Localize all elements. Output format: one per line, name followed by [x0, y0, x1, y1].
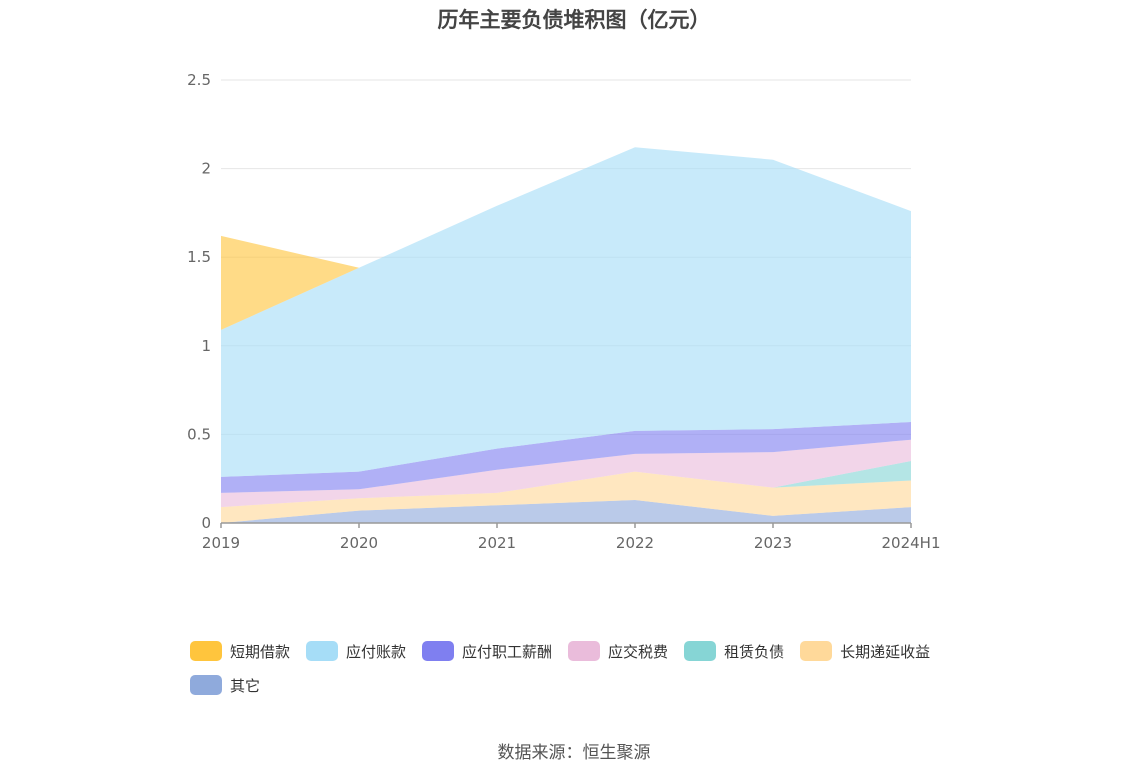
- legend: 短期借款 应付账款 应付职工薪酬 应交税费 租赁负债 长期递延收益其它: [190, 640, 980, 696]
- y-tick-label: 2.5: [187, 71, 211, 89]
- legend-item[interactable]: 短期借款: [190, 640, 290, 662]
- x-tick-label: 2023: [754, 534, 792, 552]
- series-area: [221, 147, 911, 477]
- legend-swatch: [190, 675, 222, 695]
- legend-item[interactable]: 租赁负债: [684, 640, 784, 662]
- legend-swatch: [568, 641, 601, 661]
- area-layer: [221, 147, 911, 523]
- legend-item[interactable]: 应付职工薪酬: [422, 640, 552, 662]
- series-area: [221, 422, 911, 493]
- series-area: [221, 439, 911, 508]
- legend-label: 其它: [230, 676, 261, 695]
- legend-label: 长期递延收益: [840, 642, 931, 661]
- legend-item[interactable]: 应付账款: [306, 640, 406, 662]
- legend-swatch: [306, 641, 339, 661]
- legend-swatch: [190, 641, 222, 661]
- y-tick-label: 0: [201, 514, 211, 532]
- legend-swatch: [800, 641, 833, 661]
- legend-label: 应付账款: [346, 642, 407, 661]
- y-tick-label: 1: [201, 337, 211, 355]
- y-tick-label: 0.5: [187, 425, 211, 443]
- legend-item[interactable]: 应交税费: [568, 640, 668, 662]
- x-tick-label: 2021: [478, 534, 516, 552]
- legend-swatch: [422, 641, 455, 661]
- x-tick-label: 2022: [616, 534, 654, 552]
- x-tick-label: 2019: [202, 534, 240, 552]
- x-tick-label: 2024H1: [882, 534, 941, 552]
- legend-label: 应交税费: [608, 642, 669, 661]
- axis-layer: 0 0.5 1 1.5 2 2.5 2019 2020 2021 2022 2023 2024H1: [187, 71, 940, 552]
- series-area: [221, 471, 911, 523]
- legend-label: 短期借款: [230, 642, 291, 661]
- y-tick-label: 2: [201, 160, 211, 178]
- series-area: [221, 500, 911, 523]
- chart-title: 历年主要负债堆积图（亿元）: [437, 8, 711, 32]
- x-tick-label: 2020: [340, 534, 378, 552]
- legend-label: 应付职工薪酬: [462, 642, 553, 661]
- legend-swatch: [684, 641, 717, 661]
- legend-item[interactable]: 其它: [190, 674, 260, 696]
- legend-label: 租赁负债: [724, 642, 785, 661]
- stacked-area-chart: 0 0.5 1 1.5 2 2.5 2019 2020 2021 2022 2023 2024H1: [187, 71, 940, 552]
- legend-item[interactable]: 长期递延收益: [800, 640, 930, 662]
- data-source: 数据来源：恒生聚源: [497, 743, 651, 763]
- y-tick-label: 1.5: [187, 248, 211, 266]
